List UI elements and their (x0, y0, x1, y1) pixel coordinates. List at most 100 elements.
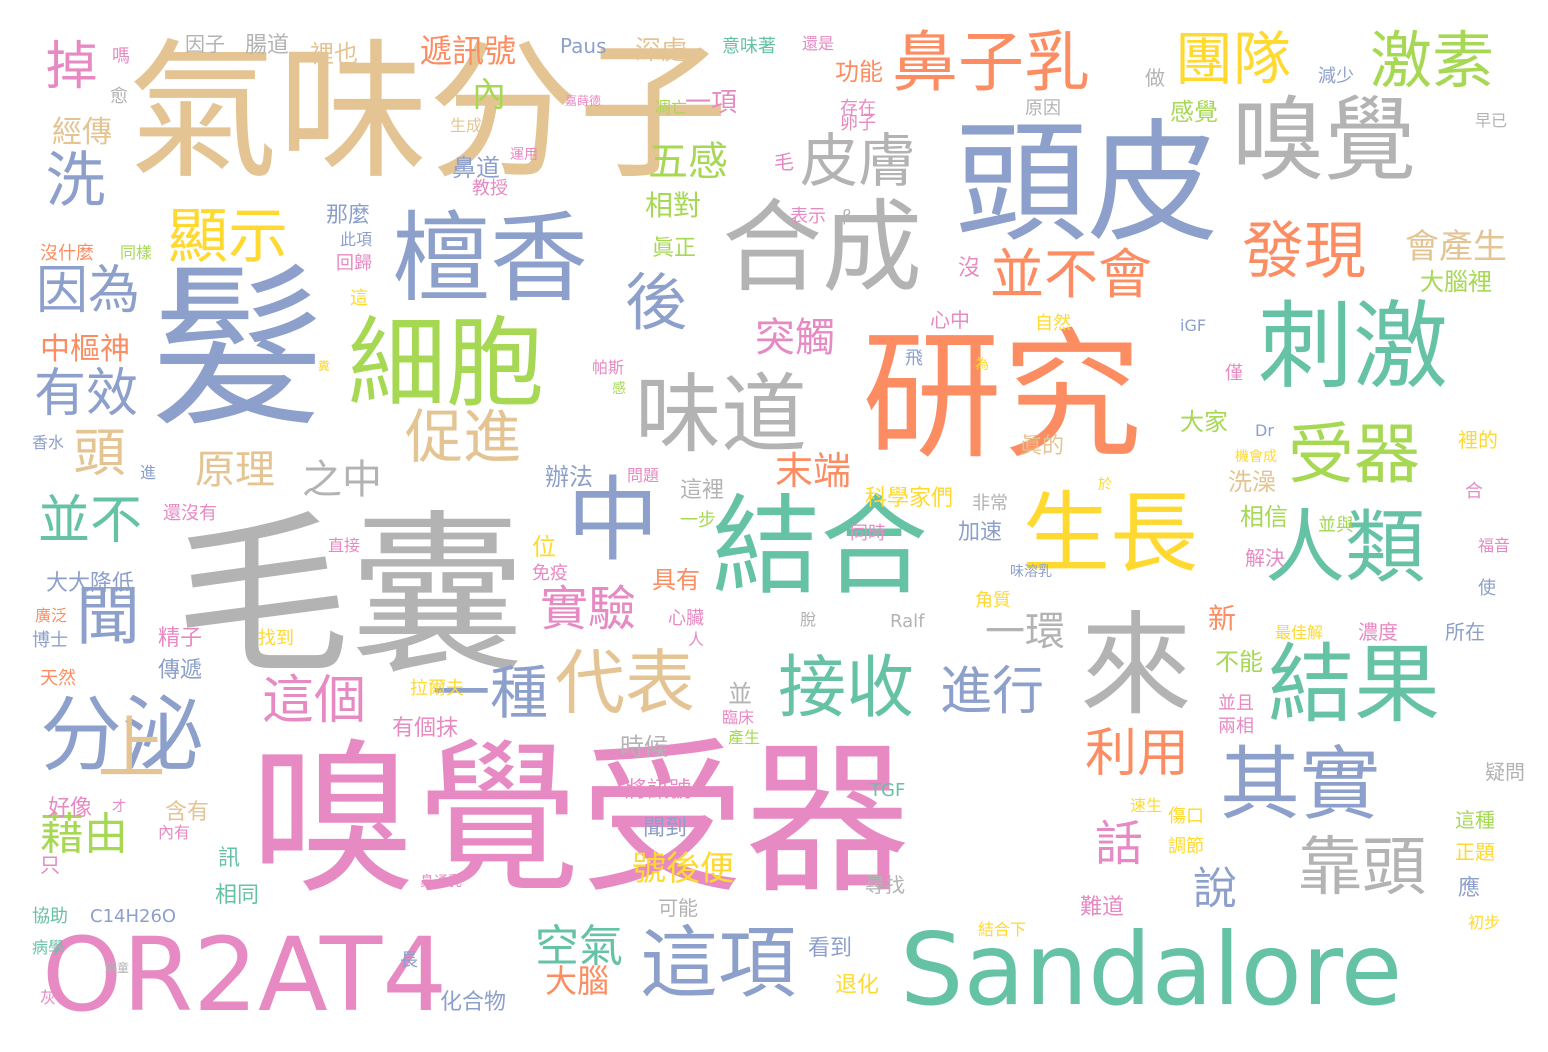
cloud-word: 代表 (555, 642, 695, 724)
cloud-word: 協助 (32, 906, 68, 927)
cloud-word: 藉由 (40, 809, 128, 860)
cloud-word: 實驗 (540, 581, 637, 637)
cloud-word: 味道 (635, 365, 807, 465)
cloud-word: 利用 (1085, 724, 1190, 784)
cloud-word: 聞到 (643, 816, 688, 841)
cloud-word: 內 (472, 75, 506, 115)
cloud-word: 可能 (658, 896, 698, 920)
cloud-word: 原因 (1025, 98, 1061, 119)
cloud-word: 心中 (930, 308, 970, 332)
cloud-word: 只 (40, 853, 60, 877)
cloud-word: 突觸 (755, 315, 835, 361)
cloud-word: 會產生 (1405, 227, 1507, 267)
cloud-word: iGF (1180, 316, 1207, 335)
cloud-word: 脫 (800, 610, 817, 629)
cloud-word: 於 (1098, 477, 1112, 493)
cloud-word: 結果 (1268, 635, 1440, 735)
cloud-word: 毛 (774, 150, 794, 174)
cloud-word: 意味著 (722, 36, 776, 57)
cloud-word: 香水 (32, 433, 65, 452)
cloud-word: 氣味分子 (128, 26, 729, 200)
cloud-word: 沒 (958, 256, 981, 281)
cloud-word: 結合 (712, 485, 929, 610)
cloud-word: 有效 (34, 364, 139, 424)
cloud-word: Sandalore (900, 911, 1403, 1028)
cloud-word: 並 (728, 680, 752, 708)
cloud-word: 大大降低 (46, 571, 135, 596)
cloud-word: 免疫 (532, 563, 568, 584)
cloud-word: 最佳解 (1275, 623, 1324, 642)
cloud-word: 嘉蒔德 (565, 94, 602, 108)
cloud-word: 蔚童 (105, 961, 130, 975)
cloud-word: 那麼 (326, 203, 371, 228)
cloud-word: 直接 (328, 536, 361, 555)
cloud-word: 退化 (835, 973, 880, 998)
cloud-word: 科學家們 (865, 486, 954, 511)
cloud-word: 合 (1465, 481, 1483, 502)
cloud-word: 功能 (835, 58, 883, 86)
cloud-word: 早已 (1475, 111, 1508, 130)
cloud-word: 才 (112, 799, 126, 815)
cloud-word: 經傳 (52, 115, 112, 150)
cloud-word: C14H26O (90, 906, 177, 927)
cloud-word: 位 (532, 533, 556, 561)
cloud-word: 好像 (48, 796, 93, 821)
cloud-word: 這種 (1455, 808, 1495, 832)
cloud-word: 使 (1478, 578, 1496, 599)
cloud-word: 五感 (648, 139, 728, 185)
cloud-word: 眞正 (652, 236, 697, 261)
cloud-word: 帕斯 (592, 358, 625, 377)
cloud-word: 上 (85, 712, 164, 780)
cloud-word: 並且 (1218, 693, 1254, 714)
cloud-word: 糞 (318, 359, 331, 373)
cloud-word: 嗅覺 (1232, 87, 1417, 194)
cloud-word: 接收 (778, 649, 915, 728)
cloud-word: 時候 (620, 733, 668, 761)
cloud-word: 髮 (150, 248, 325, 451)
cloud-word: 一環 (985, 609, 1065, 655)
cloud-word: 有個抹 (392, 716, 459, 741)
cloud-word: 傷口 (1168, 806, 1204, 827)
cloud-word: 心臟 (668, 608, 704, 629)
cloud-word: 來 (1080, 601, 1192, 731)
cloud-word: Ralf (890, 611, 925, 632)
cloud-word: 團隊 (1175, 25, 1292, 93)
cloud-word: 存在 (840, 98, 876, 119)
cloud-word: 機會成 (1235, 449, 1277, 465)
cloud-word: 一項 (685, 88, 738, 118)
cloud-word: 結合下 (978, 920, 1027, 939)
cloud-word: 洗澡 (1228, 468, 1276, 496)
cloud-word: 教授 (472, 178, 508, 199)
cloud-word: 號後便 (632, 849, 734, 889)
cloud-word: 同樣 (120, 243, 153, 262)
cloud-word: 應 (1458, 876, 1481, 901)
cloud-word: 長 (400, 950, 418, 971)
cloud-word: 初步 (1468, 913, 1501, 932)
cloud-word: 受器 (1288, 416, 1420, 493)
cloud-word: 運用 (510, 147, 538, 163)
cloud-word: 調節 (1168, 836, 1204, 857)
cloud-word: 相信 (1240, 503, 1288, 531)
cloud-word: 後 (625, 266, 688, 339)
cloud-word: 因子 (185, 32, 225, 56)
cloud-word: 中樞神 (40, 332, 130, 367)
cloud-word: β (842, 206, 853, 225)
cloud-word: 鼻子乳 (892, 24, 1090, 101)
cloud-word: 進 (140, 463, 157, 482)
cloud-word: 福音 (1478, 536, 1511, 555)
cloud-word: 末端 (775, 449, 852, 493)
cloud-word: Dr (1255, 421, 1274, 440)
cloud-word: 感 (612, 381, 626, 397)
cloud-word: 並與 (1318, 515, 1354, 536)
cloud-word: 天然 (40, 668, 76, 689)
cloud-word: 聞 (65, 582, 139, 646)
cloud-word: 解決 (1245, 546, 1285, 570)
cloud-word: 博士 (32, 630, 68, 651)
cloud-word: 沒什麼 (40, 243, 94, 264)
cloud-word: 病學 (32, 938, 65, 957)
cloud-word: 大家 (1180, 408, 1228, 436)
cloud-word: 產生 (728, 728, 761, 747)
cloud-word: 難道 (1080, 895, 1125, 920)
cloud-word: 頭皮 (955, 107, 1219, 261)
